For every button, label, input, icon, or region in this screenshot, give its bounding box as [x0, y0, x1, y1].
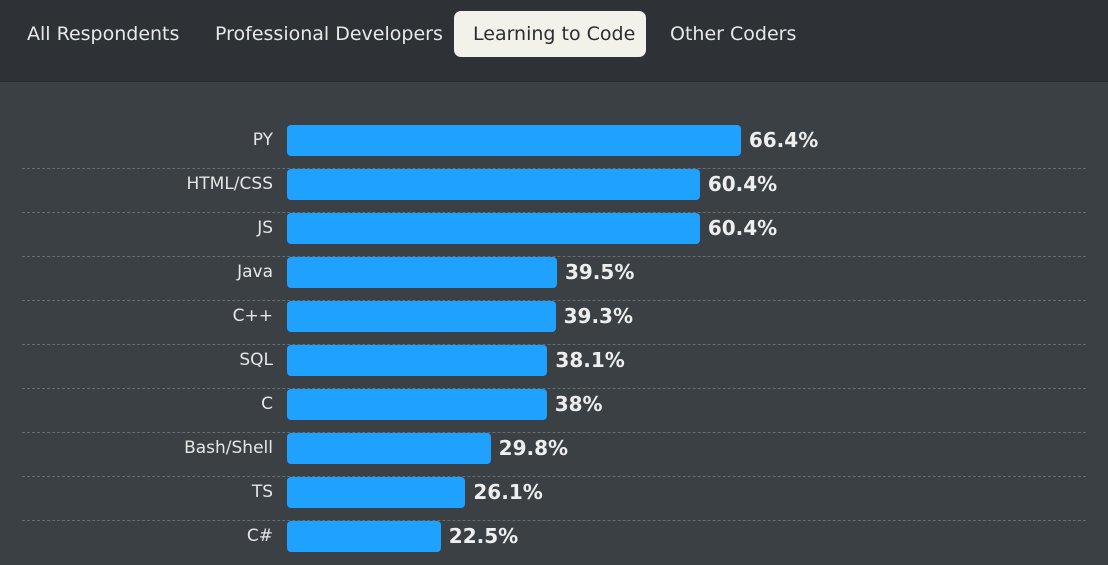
value-label: 66.4% [748, 128, 819, 152]
tab-professional-developers[interactable]: Professional Developers [215, 23, 443, 45]
chart-row: C 38% [0, 389, 1108, 433]
bar [287, 477, 466, 508]
category-label: C [261, 394, 273, 414]
bar [287, 213, 700, 244]
tab-bar: All Respondents Professional Developers … [0, 0, 1108, 82]
row-divider [22, 256, 1086, 257]
value-label: 38% [554, 392, 603, 416]
category-label: C++ [232, 306, 273, 326]
value-label: 22.5% [448, 524, 519, 548]
row-divider [22, 344, 1086, 345]
chart-row: Bash/Shell 29.8% [0, 433, 1108, 477]
chart-row: SQL 38.1% [0, 345, 1108, 389]
row-divider [22, 476, 1086, 477]
bar [287, 521, 441, 552]
bar [287, 169, 700, 200]
bar [287, 389, 547, 420]
row-divider [22, 388, 1086, 389]
bar [287, 125, 741, 156]
category-label: TS [251, 482, 273, 502]
chart-row: HTML/CSS 60.4% [0, 169, 1108, 213]
value-label: 60.4% [707, 172, 778, 196]
category-label: HTML/CSS [186, 174, 274, 194]
chart-row: C# 22.5% [0, 521, 1108, 565]
tab-other-coders[interactable]: Other Coders [670, 23, 797, 45]
row-divider [22, 432, 1086, 433]
tab-all-respondents[interactable]: All Respondents [27, 23, 180, 45]
bar [287, 301, 556, 332]
category-label: PY [252, 130, 273, 150]
bar [287, 433, 491, 464]
value-label: 39.3% [563, 304, 633, 328]
chart-row: PY 66.4% [0, 125, 1108, 169]
value-label: 39.5% [564, 260, 635, 284]
row-divider [22, 212, 1086, 213]
chart-row: TS 26.1% [0, 477, 1108, 521]
category-label: JS [257, 218, 273, 238]
category-label: C# [246, 526, 273, 546]
chart-row: C++ 39.3% [0, 301, 1108, 345]
category-label: SQL [239, 350, 273, 370]
category-label: Java [237, 262, 273, 282]
value-label: 29.8% [498, 436, 569, 460]
value-label: 26.1% [473, 480, 543, 504]
bar-chart: PY 66.4% HTML/CSS 60.4% JS 60.4% Java 39.5% C++ 3… [0, 82, 1108, 552]
chart-row: Java 39.5% [0, 257, 1108, 301]
tab-learning-to-code[interactable]: Learning to Code [454, 11, 646, 57]
row-divider [22, 300, 1086, 301]
chart-row: JS 60.4% [0, 213, 1108, 257]
bar [287, 345, 548, 376]
bar [287, 257, 557, 288]
row-divider [22, 168, 1086, 169]
value-label: 38.1% [555, 348, 625, 372]
value-label: 60.4% [707, 216, 778, 240]
category-label: Bash/Shell [184, 438, 273, 458]
row-divider [22, 520, 1086, 521]
